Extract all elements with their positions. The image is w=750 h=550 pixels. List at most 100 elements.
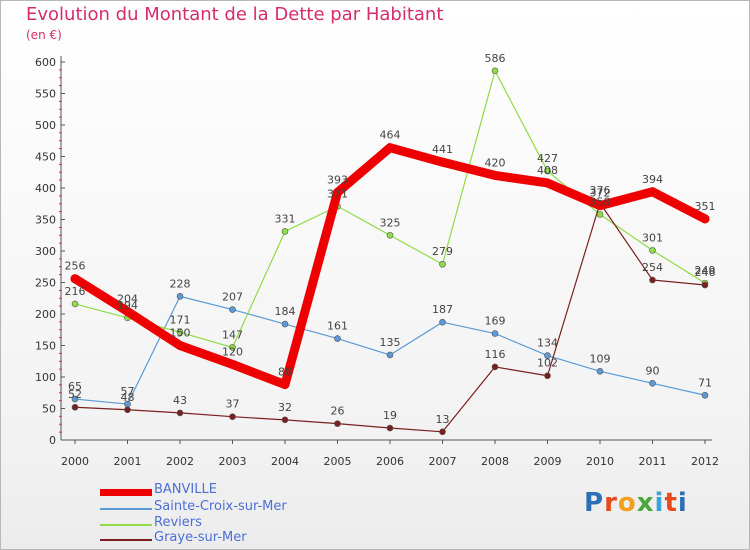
data-point [385,143,395,153]
chart-title: Evolution du Montant de la Dette par Hab… [26,4,444,25]
data-label: 26 [331,405,345,418]
y-tick-label: 150 [35,340,56,353]
data-label: 246 [695,266,716,279]
data-label: 441 [432,143,453,156]
data-label: 394 [642,173,663,186]
data-point [281,228,289,235]
data-label: 32 [278,401,292,414]
data-label: 325 [380,216,401,229]
data-label: 256 [65,260,86,273]
data-point [386,231,394,239]
data-label: 147 [222,328,243,341]
data-point [649,247,656,254]
x-tick-label: 2009 [534,455,562,468]
data-label: 116 [485,348,506,361]
logo-letter: o [617,488,637,518]
data-point [439,260,446,268]
data-label: 464 [380,129,401,142]
data-label: 48 [121,391,135,404]
logo-letter: P [584,488,605,518]
data-label: 135 [380,336,401,349]
data-label: 13 [436,413,450,426]
data-point [649,276,656,284]
data-label: 71 [698,376,712,389]
data-label: 408 [537,164,558,177]
data-point [334,420,341,427]
data-point [333,187,342,197]
legend-swatch [100,539,152,541]
data-label: 216 [65,285,86,298]
data-point [334,335,341,342]
data-label: 150 [170,327,191,340]
x-tick-label: 2011 [639,455,667,468]
legend-label: Sainte-Croix-sur-Mer [154,499,287,514]
data-point [71,300,79,308]
data-point [124,406,131,414]
data-point [176,328,184,336]
data-label: 169 [485,315,506,328]
y-tick-label: 250 [35,277,56,290]
data-label: 371 [327,187,348,200]
logo-letter: x [636,488,655,518]
x-tick-label: 2008 [481,455,509,468]
data-label: 420 [485,156,506,169]
data-point [544,167,551,175]
data-label: 351 [695,200,716,213]
data-label: 171 [170,313,191,326]
data-label: 90 [646,364,660,377]
data-label: 331 [275,212,296,225]
data-point [229,413,236,420]
series-line-reviers [74,70,706,348]
data-point [176,409,184,417]
y-tick-label: 350 [35,214,56,227]
y-tick-label: 50 [42,403,56,416]
x-tick-label: 2004 [271,455,299,468]
legend-label: Graye-sur-Mer [154,530,247,545]
data-point [596,368,604,375]
data-label: 52 [68,388,82,401]
y-tick-label: 600 [35,56,56,69]
data-point [70,274,80,284]
y-tick-label: 550 [35,88,56,101]
data-label: 358 [590,195,611,208]
proxiti-logo: Proxiti [584,488,688,518]
data-point [491,363,499,371]
logo-letter: r [604,488,618,518]
data-label: 187 [432,303,453,316]
data-point [71,395,79,403]
data-label: 161 [327,320,348,333]
legend-label: Reviers [154,515,202,530]
y-tick-label: 300 [35,245,56,258]
data-label: 37 [226,398,240,411]
legend-label: BANVILLE [154,482,217,497]
y-tick-label: 100 [35,371,56,384]
data-point [229,306,236,313]
series-line-banville [70,143,710,390]
data-label: 134 [537,337,558,350]
x-tick-label: 2005 [324,455,352,468]
data-label: 57 [121,385,135,398]
data-point [228,359,237,369]
data-point [543,178,552,188]
legend-swatch [100,508,152,510]
data-label: 194 [117,299,138,312]
y-tick-label: 400 [35,182,56,195]
legend-swatch [100,524,152,526]
data-label: 102 [537,357,558,370]
x-tick-label: 2002 [166,455,194,468]
data-point [649,379,656,387]
logo-letter: i [654,488,665,518]
data-label: 204 [117,292,138,305]
data-point [281,416,289,424]
data-label: 249 [695,264,716,277]
logo-letter: t [664,488,678,518]
x-tick-label: 2010 [586,455,614,468]
data-point [700,214,710,224]
data-label: 88 [278,366,292,379]
data-point [648,187,657,197]
data-label: 427 [537,152,558,165]
data-point [701,391,709,399]
data-point [229,344,236,351]
